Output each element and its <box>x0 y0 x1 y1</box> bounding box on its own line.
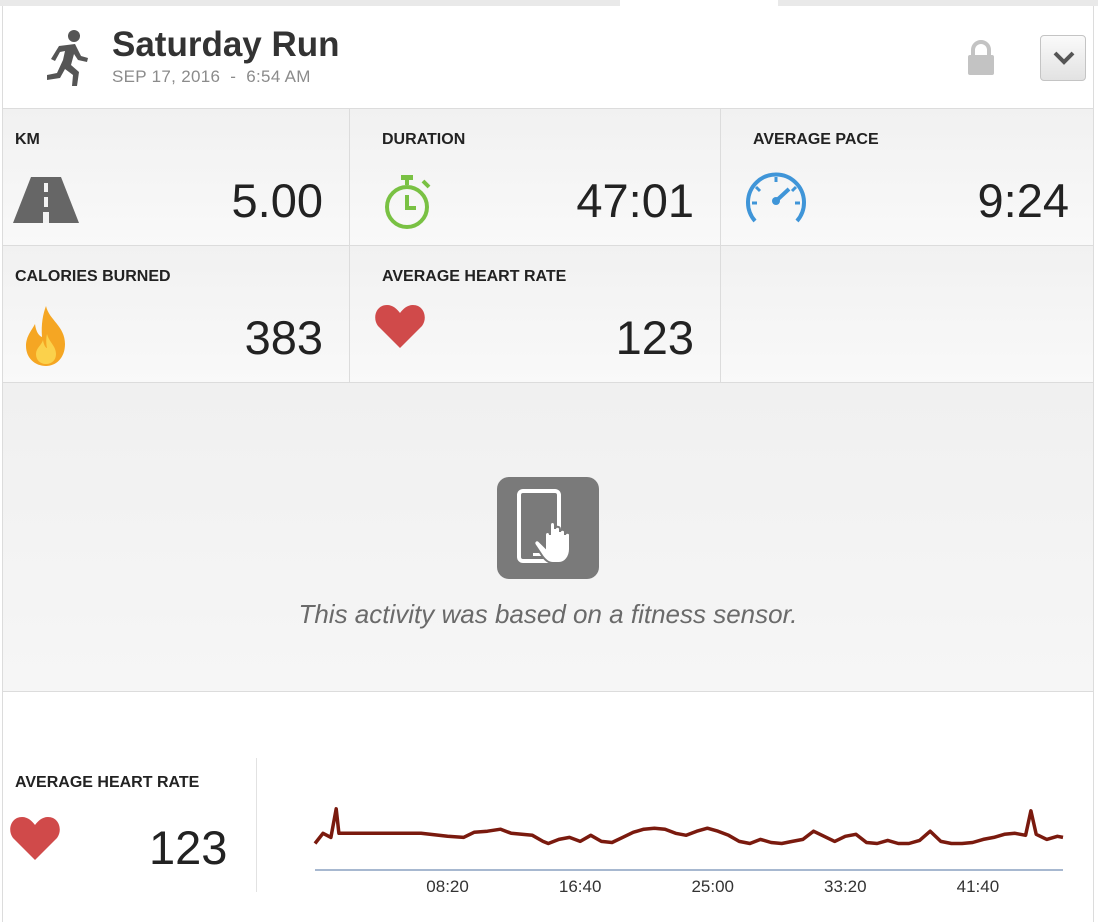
active-tab-gap <box>620 0 778 6</box>
options-dropdown-button[interactable] <box>1040 35 1086 81</box>
x-tick-label: 08:20 <box>426 877 469 896</box>
heart-icon <box>10 817 60 860</box>
activity-card: Saturday Run SEP 17, 2016 - 6:54 AM KM <box>2 6 1094 922</box>
road-icon <box>13 177 79 223</box>
stat-label: CALORIES BURNED <box>15 268 171 285</box>
stat-label: AVERAGE HEART RATE <box>382 268 567 285</box>
speedometer-icon <box>746 172 806 223</box>
chevron-down-icon <box>1053 51 1075 65</box>
panel-divider <box>256 758 257 892</box>
stat-value: 9:24 <box>977 174 1069 227</box>
stat-duration: DURATION 47:01 <box>350 109 721 246</box>
stopwatch-icon <box>385 175 431 229</box>
flame-icon <box>26 306 65 366</box>
stat-label: KM <box>15 131 40 148</box>
stat-calories: CALORIES BURNED 383 <box>3 246 350 383</box>
stat-distance: KM 5.00 <box>3 109 350 246</box>
stat-value: 47:01 <box>576 174 694 227</box>
activity-date: SEP 17, 2016 <box>112 67 221 86</box>
page-title: Saturday Run <box>112 25 340 64</box>
x-tick-label: 16:40 <box>559 877 602 896</box>
x-tick-label: 33:20 <box>824 877 867 896</box>
heart-icon <box>375 305 425 348</box>
heart-rate-value: 123 <box>149 821 228 874</box>
top-tab-strip <box>0 0 1098 6</box>
datetime-separator: - <box>230 67 237 86</box>
stat-value: 5.00 <box>231 174 323 227</box>
running-person-icon <box>47 30 88 86</box>
stat-pace: AVERAGE PACE 9:24 <box>721 109 1093 246</box>
stat-value: 383 <box>244 311 323 364</box>
stats-grid: KM 5.00 DURATION 47:01 AVERAGE PACE <box>3 109 1093 383</box>
heart-rate-chart: 08:20 16:40 25:00 33:20 41:40 <box>313 807 1064 896</box>
activity-header: Saturday Run SEP 17, 2016 - 6:54 AM <box>3 6 1093 109</box>
activity-time: 6:54 AM <box>246 67 311 86</box>
lock-icon[interactable] <box>964 39 998 77</box>
sensor-message: This activity was based on a fitness sen… <box>298 599 798 629</box>
heart-rate-series-line <box>313 807 1064 846</box>
heart-rate-label: AVERAGE HEART RATE <box>15 774 200 791</box>
stat-empty-cell <box>721 246 1093 383</box>
heart-rate-panel: AVERAGE HEART RATE 123 08:20 16:40 25:00 33… <box>3 692 1093 922</box>
x-tick-label: 25:00 <box>691 877 734 896</box>
stat-label: AVERAGE PACE <box>753 131 879 148</box>
activity-datetime: SEP 17, 2016 - 6:54 AM <box>112 67 311 87</box>
stat-heart-rate: AVERAGE HEART RATE 123 <box>350 246 721 383</box>
stat-label: DURATION <box>382 131 466 148</box>
stat-value: 123 <box>615 311 694 364</box>
sensor-notice: This activity was based on a fitness sen… <box>3 383 1093 692</box>
x-tick-label: 41:40 <box>957 877 1000 896</box>
phone-touch-icon <box>497 477 599 579</box>
